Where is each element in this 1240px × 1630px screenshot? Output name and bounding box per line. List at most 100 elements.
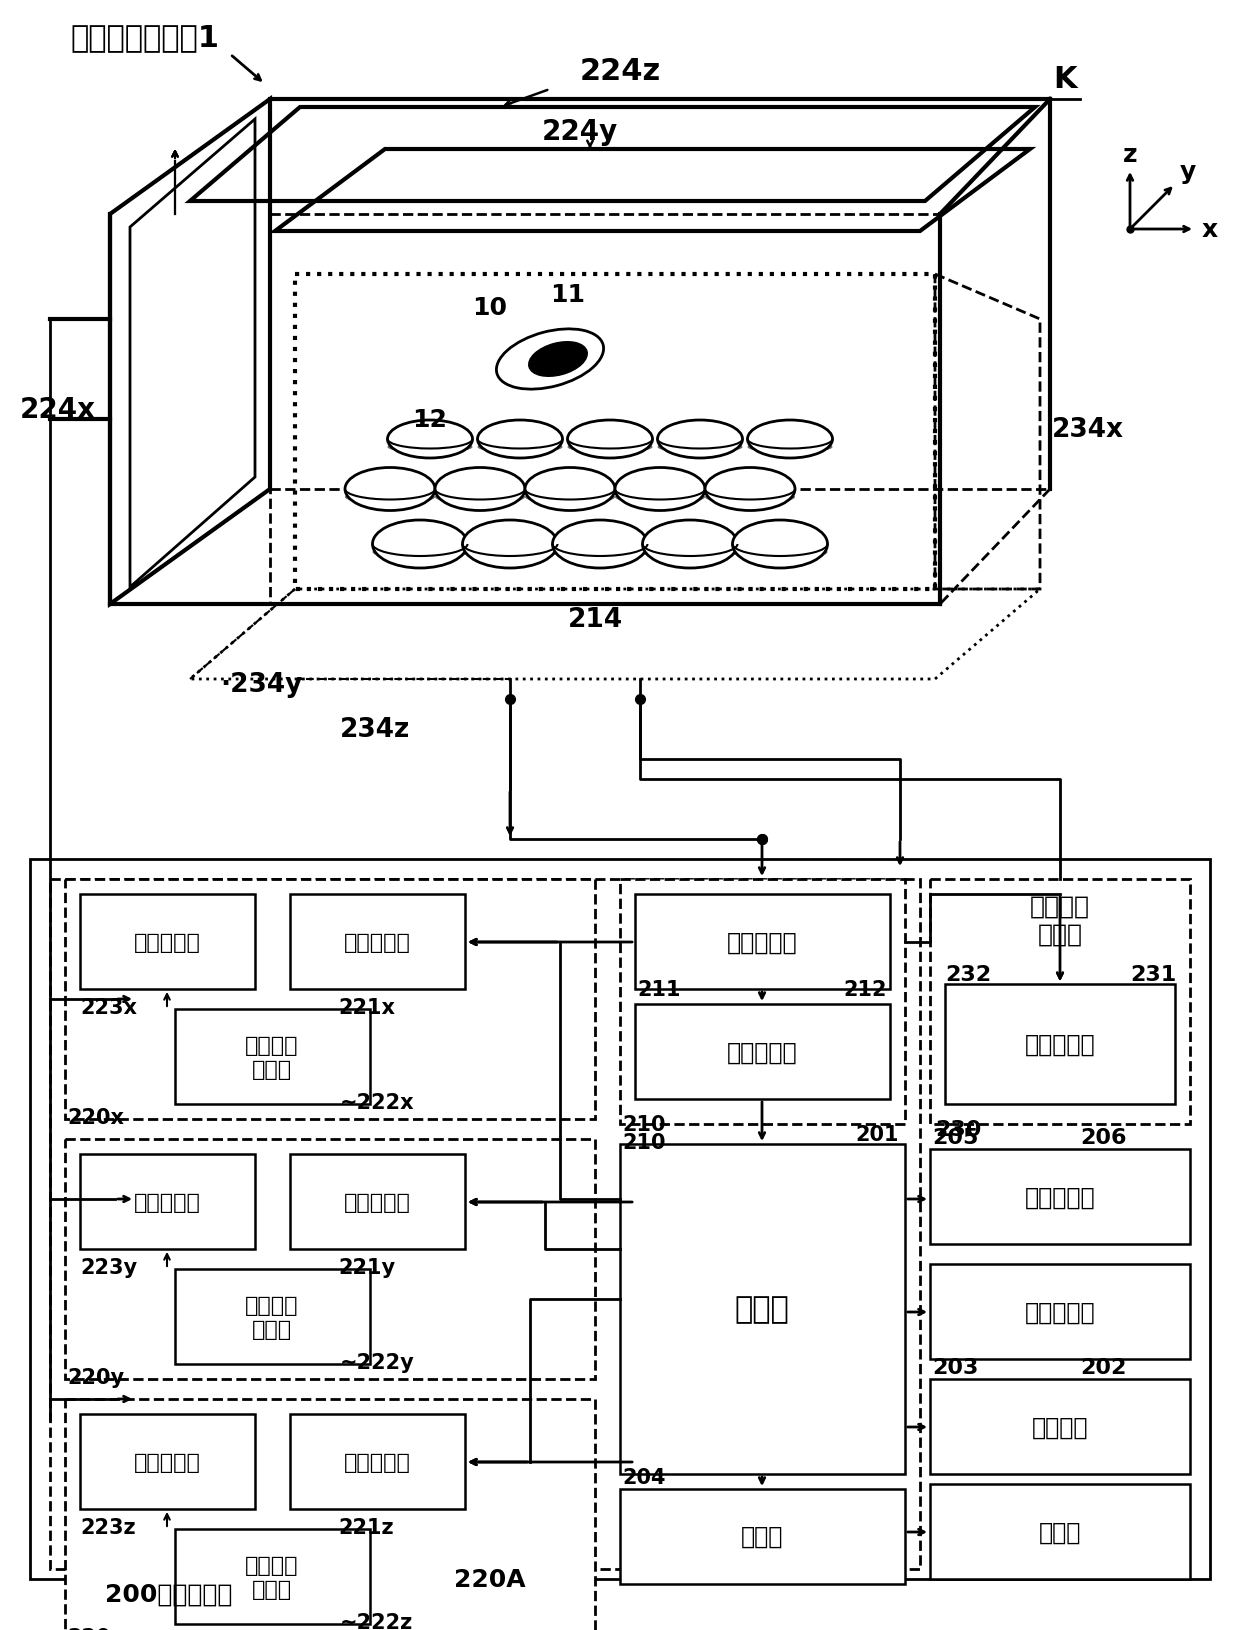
Ellipse shape <box>477 442 563 453</box>
Text: ~222x: ~222x <box>340 1092 414 1112</box>
Bar <box>81 1415 255 1509</box>
Ellipse shape <box>553 544 647 561</box>
Text: 234z: 234z <box>340 717 410 743</box>
Text: 210: 210 <box>622 1133 666 1152</box>
Text: 230: 230 <box>935 1120 981 1139</box>
Text: ~222z: ~222z <box>340 1612 413 1630</box>
Text: 231: 231 <box>1130 965 1177 985</box>
Text: 220A: 220A <box>454 1566 526 1591</box>
Ellipse shape <box>525 491 615 505</box>
Text: 电流检测部: 电流检测部 <box>134 1452 201 1472</box>
Text: 电流检测部: 电流检测部 <box>134 932 201 952</box>
Ellipse shape <box>706 468 795 512</box>
Ellipse shape <box>615 468 706 512</box>
Ellipse shape <box>345 468 435 512</box>
Ellipse shape <box>387 442 472 453</box>
Bar <box>930 1149 1190 1244</box>
Text: 信号生成部: 信号生成部 <box>343 1192 410 1213</box>
Bar <box>930 880 1190 1125</box>
Bar <box>620 1144 905 1474</box>
Bar <box>50 880 920 1570</box>
Ellipse shape <box>477 421 563 458</box>
Text: 221z: 221z <box>339 1518 393 1537</box>
Text: 221x: 221x <box>339 998 396 1017</box>
Text: 信号生成部: 信号生成部 <box>343 932 410 952</box>
Bar <box>175 1009 370 1104</box>
Bar <box>290 1415 465 1509</box>
Text: 12: 12 <box>413 408 448 432</box>
Bar <box>930 1265 1190 1359</box>
Ellipse shape <box>372 544 467 561</box>
Text: 信号生成部: 信号生成部 <box>343 1452 410 1472</box>
Text: 11: 11 <box>551 284 585 306</box>
Ellipse shape <box>568 442 652 453</box>
Bar <box>930 1483 1190 1579</box>
Ellipse shape <box>463 520 558 569</box>
Bar <box>175 1529 370 1623</box>
Text: 220z: 220z <box>67 1627 123 1630</box>
Ellipse shape <box>748 442 832 453</box>
Ellipse shape <box>528 342 588 377</box>
Text: 211: 211 <box>637 980 681 999</box>
Text: 232: 232 <box>945 965 991 985</box>
Text: 206: 206 <box>1080 1128 1126 1148</box>
Text: 驱动线圈
驱动部: 驱动线圈 驱动部 <box>246 1555 299 1599</box>
Bar <box>64 1399 595 1630</box>
Text: 223x: 223x <box>81 998 136 1017</box>
Text: 位置计算部: 位置计算部 <box>727 1040 797 1064</box>
Text: 无线接收部: 无线接收部 <box>1024 1185 1095 1209</box>
Ellipse shape <box>733 520 827 569</box>
Ellipse shape <box>748 421 832 458</box>
Text: 10: 10 <box>472 295 507 319</box>
Text: 214: 214 <box>568 606 622 632</box>
Text: K: K <box>1053 65 1076 95</box>
Ellipse shape <box>706 491 795 505</box>
Text: 224x: 224x <box>20 396 95 424</box>
Bar <box>81 895 255 989</box>
Ellipse shape <box>372 520 467 569</box>
Text: 220x: 220x <box>67 1107 124 1128</box>
Text: 显示部: 显示部 <box>740 1524 784 1548</box>
Text: ·234y: ·234y <box>219 672 303 698</box>
Ellipse shape <box>642 520 738 569</box>
Bar <box>175 1270 370 1364</box>
Text: 224z: 224z <box>579 57 661 86</box>
Text: 220y: 220y <box>67 1368 124 1387</box>
Text: 234x: 234x <box>1052 417 1123 443</box>
Ellipse shape <box>642 544 738 561</box>
Bar <box>635 895 890 989</box>
Text: 驱动线圈
驱动部: 驱动线圈 驱动部 <box>246 1035 299 1079</box>
Bar <box>620 880 905 1125</box>
Ellipse shape <box>657 442 743 453</box>
Ellipse shape <box>435 468 525 512</box>
Text: 205: 205 <box>932 1128 978 1148</box>
Ellipse shape <box>568 421 652 458</box>
Text: y: y <box>1180 160 1197 184</box>
Bar <box>64 880 595 1120</box>
Text: 无线发送部: 无线发送部 <box>1024 1301 1095 1324</box>
Text: 224y: 224y <box>542 117 618 147</box>
Text: 引导线圈
驱动部: 引导线圈 驱动部 <box>1030 895 1090 947</box>
Ellipse shape <box>435 491 525 505</box>
Text: 信号生成部: 信号生成部 <box>1024 1032 1095 1056</box>
Text: 存储器部: 存储器部 <box>1032 1415 1089 1439</box>
Ellipse shape <box>525 468 615 512</box>
Ellipse shape <box>615 491 706 505</box>
Text: 203: 203 <box>932 1358 978 1377</box>
Bar <box>620 1490 905 1584</box>
Bar <box>635 1004 890 1099</box>
Text: 204: 204 <box>622 1467 666 1487</box>
Bar <box>290 895 465 989</box>
Text: 223z: 223z <box>81 1518 135 1537</box>
Text: z: z <box>1122 143 1137 166</box>
Text: 控制部: 控制部 <box>734 1294 790 1324</box>
Text: 操作部: 操作部 <box>1039 1521 1081 1544</box>
Bar <box>945 985 1176 1104</box>
Bar <box>64 1139 595 1379</box>
Bar <box>930 1379 1190 1474</box>
Ellipse shape <box>733 544 827 561</box>
Text: 位置检测系统：1: 位置检测系统：1 <box>69 23 219 52</box>
Ellipse shape <box>387 421 472 458</box>
Text: 202: 202 <box>1080 1358 1126 1377</box>
Text: 201: 201 <box>856 1125 899 1144</box>
